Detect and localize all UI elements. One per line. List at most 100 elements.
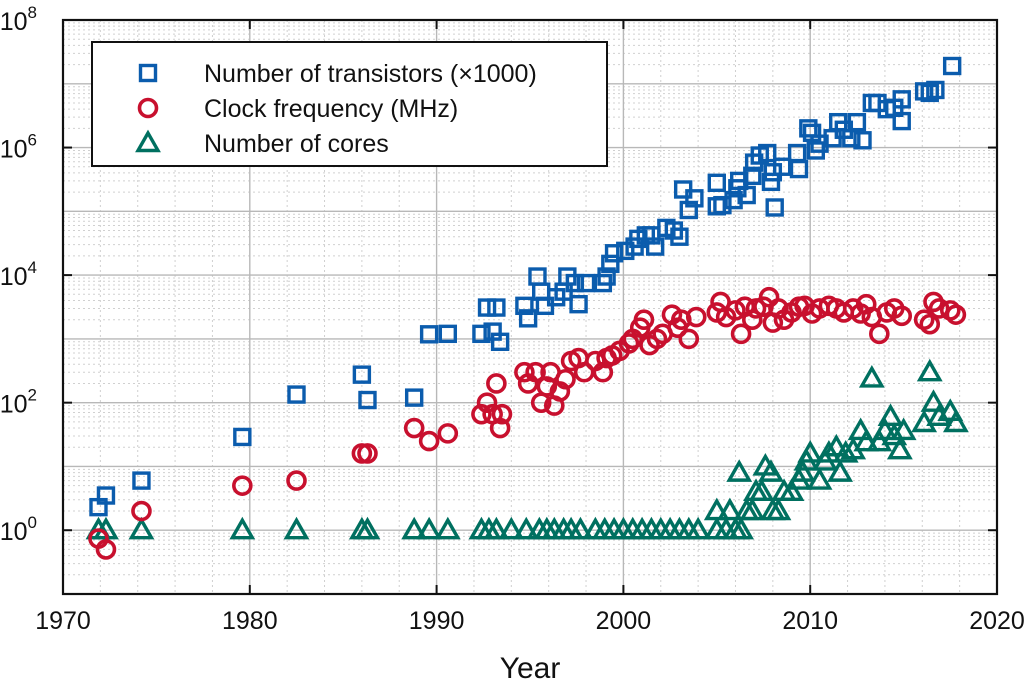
triangle-point — [920, 389, 947, 412]
square-point — [810, 134, 829, 153]
legend-circle-marker — [137, 97, 159, 119]
square-point — [487, 298, 506, 317]
square-point — [892, 90, 911, 109]
circle-point — [678, 328, 700, 350]
square-point — [847, 112, 867, 132]
triangle-point — [877, 403, 904, 427]
square-point — [515, 296, 534, 316]
triangle-point — [567, 516, 594, 540]
y-tick-label: 102 — [0, 386, 37, 419]
square-point — [942, 56, 962, 76]
series-circle — [88, 286, 967, 560]
triangle-point — [832, 439, 859, 463]
square-point — [569, 294, 588, 314]
circle-point — [403, 417, 425, 439]
triangle-point — [806, 467, 833, 490]
square-point — [724, 190, 743, 210]
square-point — [597, 267, 616, 286]
square-point — [438, 324, 458, 344]
circle-point — [489, 417, 511, 439]
square-point — [404, 388, 424, 407]
square-point — [862, 93, 882, 113]
triangle-point — [498, 516, 525, 540]
square-point — [670, 227, 689, 246]
x-tick-label: 1980 — [222, 607, 278, 635]
plot-frame — [61, 18, 999, 596]
circle-point — [437, 423, 459, 444]
y-tick-label: 100 — [0, 513, 37, 546]
legend-entry: Number of cores — [204, 130, 389, 158]
square-point — [685, 189, 704, 208]
triangle-point — [283, 516, 310, 540]
circle-point — [741, 309, 763, 330]
triangle-point — [916, 358, 943, 382]
circle-point — [514, 361, 535, 383]
legend: Number of transistors (×1000) Clock frequ… — [91, 41, 608, 167]
triangle-point — [513, 516, 540, 540]
triangle-point — [739, 497, 766, 521]
x-tick-label: 2010 — [782, 607, 838, 635]
circle-point — [646, 328, 668, 350]
triangle-point — [748, 478, 775, 502]
x-tick-label: 1970 — [35, 607, 91, 635]
square-point — [576, 273, 596, 293]
circle-point — [525, 361, 546, 383]
triangle-point — [716, 497, 743, 521]
triangle-point — [937, 398, 964, 421]
circle-point — [919, 313, 941, 335]
square-point — [287, 385, 306, 404]
triangle-point — [354, 516, 381, 540]
square-point — [765, 198, 784, 217]
circle-point — [486, 373, 507, 394]
circle-point — [685, 306, 707, 328]
y-tick-label: 108 — [0, 3, 37, 36]
square-point — [761, 172, 781, 192]
triangle-point — [827, 459, 854, 482]
square-point — [601, 254, 620, 274]
circle-point — [633, 309, 655, 330]
square-point — [96, 486, 116, 505]
square-point — [926, 80, 945, 100]
square-point — [132, 471, 151, 490]
circle-point — [286, 470, 307, 491]
circle-point — [869, 323, 890, 345]
square-point — [518, 309, 538, 328]
square-point — [645, 237, 665, 256]
y-tick-label: 104 — [0, 258, 37, 291]
triangle-point — [685, 516, 712, 540]
circle-point — [95, 539, 117, 560]
square-point — [419, 325, 439, 344]
series-square — [89, 56, 962, 517]
triangle-point — [434, 516, 461, 540]
square-point — [490, 332, 510, 352]
circle-point — [418, 430, 440, 452]
x-axis-title: Year — [500, 652, 561, 685]
square-point — [233, 427, 252, 447]
square-point — [772, 157, 792, 176]
legend-square-marker — [138, 63, 158, 83]
square-point — [616, 241, 635, 261]
circle-point — [618, 333, 640, 354]
square-point — [565, 273, 585, 293]
square-point — [892, 111, 911, 131]
square-point — [679, 200, 698, 220]
x-tick-label: 2020 — [969, 607, 1025, 635]
triangle-point — [858, 364, 885, 388]
series-triangle — [85, 358, 969, 540]
triangle-point — [128, 516, 155, 540]
triangle-point — [886, 436, 913, 460]
square-point — [853, 131, 872, 150]
circle-point — [476, 392, 498, 413]
legend-entry: Number of transistors (×1000) — [204, 60, 537, 88]
triangle-point — [847, 417, 874, 441]
triangle-point — [881, 422, 908, 446]
square-point — [528, 267, 547, 286]
circle-point — [232, 475, 253, 496]
series-layer — [85, 56, 969, 560]
triangle-point — [483, 516, 510, 540]
circle-point — [131, 500, 152, 522]
x-axis: 1970 1980 1990 2000 2010 2020 — [35, 20, 1025, 635]
circle-point — [725, 300, 746, 321]
circle-point — [357, 443, 378, 464]
